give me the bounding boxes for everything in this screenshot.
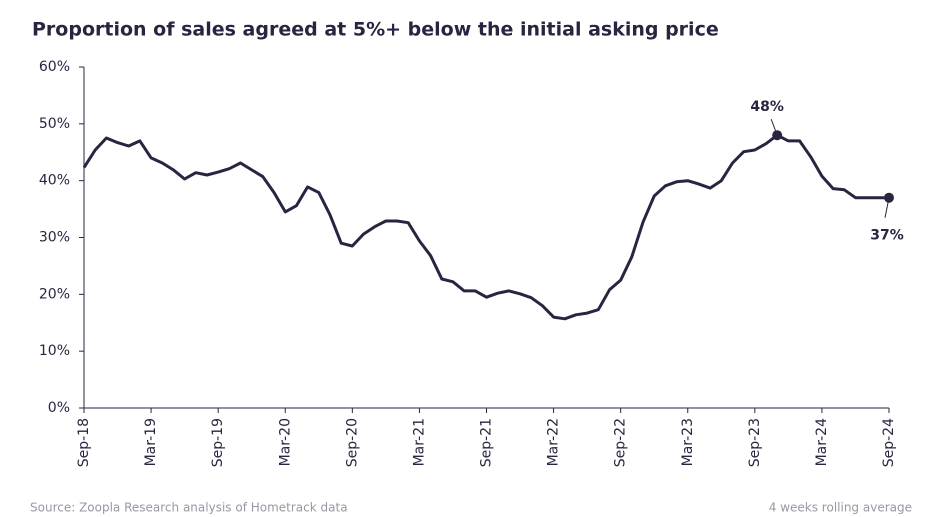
y-tick-label: 10% <box>39 343 70 359</box>
source: Source: Zoopla Research analysis of Home… <box>30 501 348 515</box>
point-marker <box>884 192 894 203</box>
x-tick-label: Sep-18 <box>76 418 92 467</box>
point-marker <box>772 130 783 141</box>
y-tick-label: 30% <box>39 230 70 246</box>
x-tick-label: Mar-20 <box>277 418 293 466</box>
data-label: 48% <box>750 99 784 115</box>
x-tick-label: Mar-23 <box>680 418 696 466</box>
line <box>82 133 889 321</box>
x-tick-label: Sep-21 <box>479 418 495 467</box>
y-tick-label: 20% <box>39 286 70 302</box>
y-tick-label: 50% <box>39 116 70 132</box>
y-tick-label: 60% <box>39 59 70 75</box>
x-tick-label: Sep-23 <box>747 418 763 467</box>
x-tick-label: Sep-24 <box>881 418 897 467</box>
x-tick-label: Sep-20 <box>344 418 360 467</box>
x-tick-label: Mar-21 <box>411 418 427 466</box>
x-tick-label: Mar-22 <box>546 418 562 466</box>
x-tick-label: Sep-19 <box>210 418 226 467</box>
y-tick-label: 40% <box>39 173 70 189</box>
x-tick-label: Sep-22 <box>613 418 629 467</box>
chart-title: Proportion of sales agreed at 5%+ below … <box>32 19 719 41</box>
x-tick-label: Mar-24 <box>814 418 830 466</box>
note: 4 weeks rolling average <box>769 501 912 515</box>
y-tick-label: 0% <box>48 400 70 416</box>
x-tick-label: Mar-19 <box>143 418 159 466</box>
data-label: 37% <box>870 228 904 244</box>
